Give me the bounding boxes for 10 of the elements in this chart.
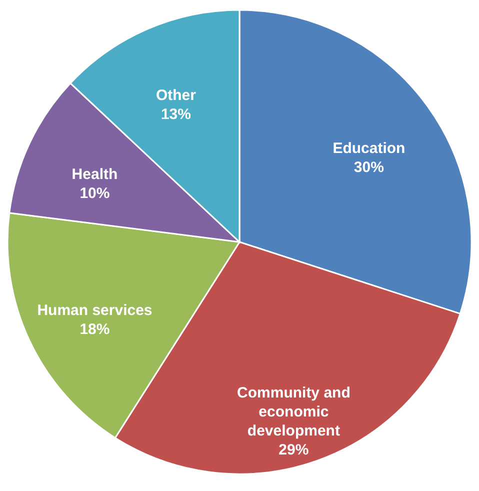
slice-label: Community and economic development xyxy=(237,384,350,440)
slice-label: Human services xyxy=(37,302,152,320)
data-label: 30% xyxy=(354,158,384,176)
data-label: 10% xyxy=(80,184,110,202)
slice-label: Health xyxy=(72,166,118,183)
data-label: 18% xyxy=(80,321,110,338)
slice-label: Education xyxy=(332,140,406,157)
data-label: 13% xyxy=(160,106,191,124)
data-label: 29% xyxy=(278,442,309,459)
slice-label: Other xyxy=(156,87,196,104)
